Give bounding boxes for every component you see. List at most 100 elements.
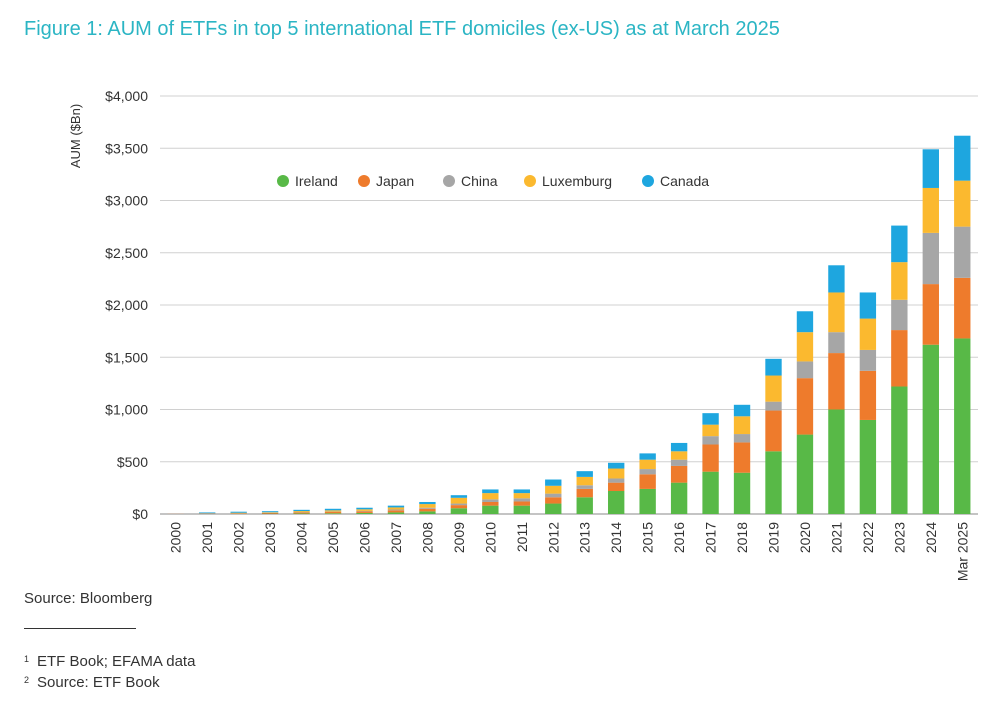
bar-segment-luxemburg [576,476,593,486]
bar-segment-japan [356,511,373,513]
x-tick-label: 2021 [828,522,844,553]
x-tick-label: 2003 [262,522,278,553]
x-tick-label: 2012 [545,522,561,553]
bar-segment-canada [356,507,373,510]
bar-segment-luxemburg [324,510,342,512]
footnote-divider [24,628,136,629]
bar-segment-luxemburg [670,451,688,460]
bar-segment-japan [450,505,468,509]
bar-segment-japan [576,488,593,498]
bar-segment-canada [545,479,562,486]
bar-segment-luxemburg [261,512,279,513]
bar-segment-ireland [450,508,468,514]
legend-label-canada: Canada [660,173,709,189]
y-tick-label: $500 [117,454,148,470]
x-tick-label: 2000 [168,522,184,553]
y-tick-label: $2,500 [105,245,148,261]
y-tick-label: $1,000 [105,402,148,418]
bar-segment-canada [828,265,845,293]
x-tick-label: 2011 [514,522,530,552]
bar-segment-canada [261,511,279,513]
y-tick-label: $0 [132,506,148,522]
bar-segment-japan [796,378,814,435]
x-tick-label: 2009 [451,522,467,553]
x-tick-label: 2001 [199,522,215,553]
bar-segment-japan [230,513,247,514]
bar-segment-ireland [482,505,499,514]
legend: Ireland Japan China Luxemburg Canada [277,173,709,189]
bar-segment-canada [639,453,656,460]
x-tick-label: 2008 [419,522,435,553]
bar-segment-japan [954,277,971,339]
bar-segment-luxemburg [891,262,908,300]
source-note: Source: Bloomberg [24,590,153,607]
bar-segment-china [670,459,688,466]
bar-segment-japan [922,284,939,345]
bar-segment-china [765,401,782,411]
bar-segment-canada [765,358,782,376]
bar-segment-japan [702,444,719,472]
bar-segment-canada [199,512,216,514]
bar-segment-china [450,503,468,506]
bar-segment-luxemburg [796,332,814,362]
bars [167,135,971,514]
bar-segment-canada [608,462,625,469]
bar-segment-japan [261,512,279,514]
bar-segment-canada [230,511,247,513]
bar-segment-luxemburg [356,509,373,511]
x-tick-label: 2013 [577,522,593,553]
bar-segment-canada [670,442,688,452]
bar-segment-ireland [670,482,688,514]
bar-segment-canada [513,489,530,494]
footnote-1: 1 ETF Book; EFAMA data [24,653,195,670]
bar-segment-canada [733,404,751,417]
bar-segment-china [891,299,908,331]
bar-segment-japan [639,474,656,489]
bar-segment-luxemburg [765,375,782,402]
bar-segment-japan [891,330,908,387]
bar-segment-japan [765,410,782,452]
bar-segment-japan [859,370,877,420]
bar-segment-japan [293,512,310,514]
bar-segment-japan [419,508,436,512]
bar-segment-ireland [702,471,719,514]
bar-segment-china [387,509,405,511]
bar-segment-canada [387,505,405,508]
y-tick-label: $3,500 [105,140,148,156]
bar-segment-luxemburg [387,507,405,510]
bar-segment-luxemburg [608,468,625,479]
bar-segment-canada [796,311,814,333]
legend-marker-canada [642,175,654,187]
bar-segment-ireland [765,451,782,514]
bar-segment-ireland [639,488,656,514]
bar-segment-luxemburg [954,180,971,227]
bar-segment-japan [324,512,342,514]
bar-segment-china [702,436,719,445]
bar-segment-canada [450,495,468,498]
bar-segment-japan [387,510,405,513]
x-tick-label: 2015 [640,522,656,553]
legend-marker-ireland [277,175,289,187]
bar-segment-ireland [576,497,593,514]
y-tick-label: $1,500 [105,349,148,365]
x-tick-label: 2005 [325,522,341,553]
bar-segment-ireland [608,491,625,514]
bar-segment-luxemburg [702,424,719,437]
chart-title: Figure 1: AUM of ETFs in top 5 internati… [24,18,780,40]
x-tick-label: 2016 [671,522,687,553]
bar-segment-luxemburg [450,497,468,504]
y-tick-label: $4,000 [105,88,148,104]
y-tick-label: $2,000 [105,297,148,313]
bar-segment-luxemburg [293,511,310,513]
bar-segment-ireland [513,505,530,514]
bar-segment-ireland [796,434,814,514]
x-tick-label: 2014 [608,522,624,553]
bar-segment-ireland [859,419,877,514]
x-tick-label: 2024 [923,522,939,553]
bar-segment-ireland [324,513,342,514]
legend-marker-japan [358,175,370,187]
x-tick-label: 2023 [891,522,907,553]
bar-segment-canada [891,225,908,263]
bar-segment-luxemburg [513,493,530,499]
bar-segment-china [828,332,845,354]
